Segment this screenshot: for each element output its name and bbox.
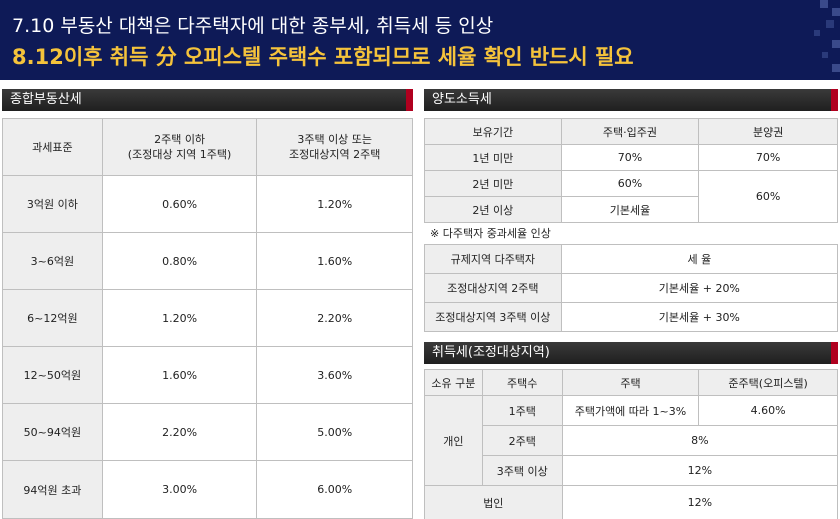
yangdo-period-cell: 2년 이상 bbox=[424, 196, 562, 223]
chwideuk-corp-cell: 법인 bbox=[424, 485, 563, 519]
heavy-region-cell: 조정대상지역 2주택 bbox=[424, 273, 562, 303]
heavy-header-region: 규제지역 다주택자 bbox=[424, 244, 562, 274]
yangdo-note: ※ 다주택자 중과세율 인상 bbox=[430, 227, 551, 240]
jongbu-rate-cell: 1.20% bbox=[256, 175, 413, 233]
yangdo-presale-cell: 60% bbox=[698, 170, 838, 223]
chwideuk-officetel-cell: 4.60% bbox=[698, 395, 838, 426]
banner-subtitle: 8.12이후 취득 分 오피스텔 주택수 포함되므로 세율 확인 반드시 필요 bbox=[12, 45, 634, 69]
heavy-header-rate: 세 율 bbox=[560, 244, 839, 274]
jongbu-rate-cell: 3.00% bbox=[101, 460, 258, 519]
jongbu-rate-cell: 1.60% bbox=[256, 232, 413, 290]
heavy-rate-cell: 기본세율 + 30% bbox=[560, 302, 839, 332]
table-row: 2주택 8% bbox=[425, 425, 839, 456]
table-row: 2년 이상 기본세율 bbox=[424, 196, 838, 223]
heavy-rate-cell: 기본세율 + 20% bbox=[560, 273, 839, 303]
table-row: 조정대상지역 3주택 이상 기본세율 + 30% bbox=[424, 302, 839, 332]
jongbu-base-cell: 3~6억원 bbox=[2, 232, 103, 290]
jongbu-header-2house: 2주택 이하 (조정대상 지역 1주택) bbox=[101, 118, 258, 176]
chwideuk-corp-rate-cell: 12% bbox=[561, 485, 839, 519]
chwideuk-header-owner: 소유 구분 bbox=[424, 369, 483, 396]
yangdo-header-period: 보유기간 bbox=[424, 118, 562, 145]
banner-decoration-icon bbox=[814, 0, 840, 72]
yangdo-house-cell: 60% bbox=[560, 170, 700, 197]
chwideuk-header-count: 주택수 bbox=[481, 369, 563, 396]
chwideuk-header-house: 주택 bbox=[561, 369, 700, 396]
yangdo-house-cell: 70% bbox=[560, 144, 700, 171]
yangdo-header-presale: 분양권 bbox=[698, 118, 838, 145]
jongbu-rate-cell: 1.20% bbox=[101, 289, 258, 347]
chwideuk-rate-cell: 8% bbox=[561, 425, 839, 456]
chwideuk-house-cell: 주택가액에 따라 1~3% bbox=[561, 395, 700, 426]
jongbu-base-cell: 6~12억원 bbox=[2, 289, 103, 347]
yangdo-heavy-table: 규제지역 다주택자 세 율 조정대상지역 2주택 기본세율 + 20% 조정대상… bbox=[424, 244, 839, 332]
table-row: 2년 미만 60% 60% bbox=[424, 170, 838, 223]
table-row: 12~50억원 1.60% 3.60% bbox=[2, 346, 413, 404]
jongbu-base-cell: 94억원 초과 bbox=[2, 460, 103, 519]
table-row: 94억원 초과 3.00% 6.00% bbox=[2, 460, 413, 519]
table-row: 3억원 이하 0.60% 1.20% bbox=[2, 175, 413, 233]
jongbu-rate-cell: 5.00% bbox=[256, 403, 413, 461]
jongbu-base-cell: 12~50억원 bbox=[2, 346, 103, 404]
jongbu-header-base: 과세표준 bbox=[2, 118, 103, 176]
heavy-region-cell: 조정대상지역 3주택 이상 bbox=[424, 302, 562, 332]
table-row: 조정대상지역 2주택 기본세율 + 20% bbox=[424, 273, 839, 303]
chwideuk-rate-cell: 12% bbox=[561, 455, 839, 486]
chwideuk-count-cell: 3주택 이상 bbox=[481, 455, 563, 486]
section-title-jongbu: 종합부동산세 bbox=[2, 89, 413, 111]
jongbu-header-3house: 3주택 이상 또는 조정대상지역 2주택 bbox=[256, 118, 413, 176]
yangdo-header-house: 주택·입주권 bbox=[560, 118, 700, 145]
jongbu-base-cell: 3억원 이하 bbox=[2, 175, 103, 233]
table-row: 1년 미만 70% 70% bbox=[424, 144, 838, 171]
chwideuk-table: 소유 구분 주택수 주택 준주택(오피스텔) 개인 1주택 주택가액에 따라 1… bbox=[424, 369, 839, 519]
banner-title: 7.10 부동산 대책은 다주택자에 대한 종부세, 취득세 등 인상 bbox=[12, 15, 494, 37]
jongbu-rate-cell: 2.20% bbox=[101, 403, 258, 461]
jongbu-rate-cell: 2.20% bbox=[256, 289, 413, 347]
yangdo-house-cell: 기본세율 bbox=[560, 196, 700, 223]
table-row: 6~12억원 1.20% 2.20% bbox=[2, 289, 413, 347]
yangdo-period-cell: 1년 미만 bbox=[424, 144, 562, 171]
jongbu-rate-cell: 6.00% bbox=[256, 460, 413, 519]
section-title-chwideuk: 취득세(조정대상지역) bbox=[424, 342, 838, 364]
jongbu-rate-cell: 0.60% bbox=[101, 175, 258, 233]
jongbu-base-cell: 50~94억원 bbox=[2, 403, 103, 461]
header-banner: 7.10 부동산 대책은 다주택자에 대한 종부세, 취득세 등 인상 8.12… bbox=[0, 0, 840, 80]
jongbu-rate-cell: 3.60% bbox=[256, 346, 413, 404]
jongbu-rate-cell: 1.60% bbox=[101, 346, 258, 404]
chwideuk-header-officetel: 준주택(오피스텔) bbox=[698, 369, 838, 396]
jongbu-table: 과세표준 2주택 이하 (조정대상 지역 1주택) 3주택 이상 또는 조정대상… bbox=[2, 118, 413, 519]
yangdo-table: 보유기간 주택·입주권 분양권 1년 미만 70% 70% 2년 미만 60% … bbox=[424, 118, 838, 223]
jongbu-rate-cell: 0.80% bbox=[101, 232, 258, 290]
chwideuk-individual-cell: 개인 bbox=[424, 395, 483, 486]
chwideuk-count-cell: 1주택 bbox=[481, 395, 563, 426]
table-row: 개인 1주택 주택가액에 따라 1~3% 4.60% bbox=[424, 395, 838, 486]
table-row: 3~6억원 0.80% 1.60% bbox=[2, 232, 413, 290]
section-title-yangdo: 양도소득세 bbox=[424, 89, 838, 111]
chwideuk-count-cell: 2주택 bbox=[481, 425, 563, 456]
yangdo-period-cell: 2년 미만 bbox=[424, 170, 562, 197]
table-row: 3주택 이상 12% bbox=[425, 455, 839, 486]
table-row: 법인 12% bbox=[424, 485, 839, 519]
yangdo-presale-cell: 70% bbox=[698, 144, 838, 171]
table-row: 50~94억원 2.20% 5.00% bbox=[2, 403, 413, 461]
